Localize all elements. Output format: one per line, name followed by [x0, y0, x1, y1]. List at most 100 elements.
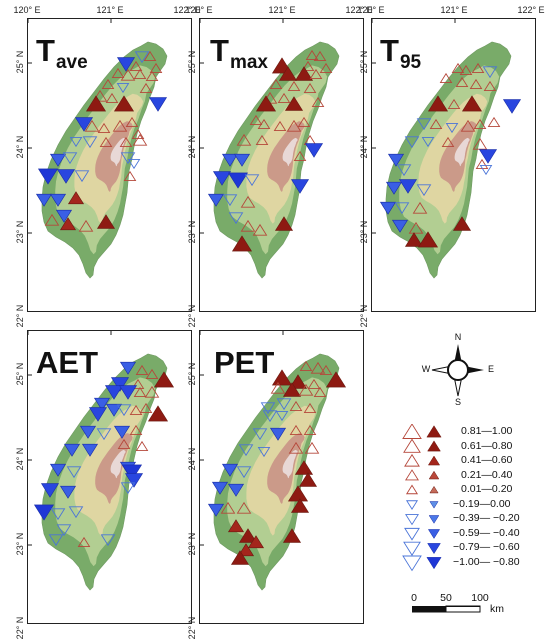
panel-title-t95: T95 — [380, 33, 421, 72]
negative-trend-marker — [416, 118, 432, 131]
positive-trend-marker — [447, 98, 461, 109]
negative-trend-marker — [127, 159, 141, 170]
positive-trend-marker — [133, 68, 147, 79]
lon-label: 121° E — [268, 5, 296, 15]
negative-trend-marker — [37, 168, 59, 185]
legend-marker-hollow — [403, 541, 421, 556]
positive-trend-marker — [105, 92, 119, 103]
positive-trend-marker — [274, 216, 294, 231]
negative-trend-marker — [56, 524, 72, 537]
positive-trend-marker — [237, 543, 255, 557]
positive-trend-marker — [112, 119, 128, 132]
negative-trend-marker — [262, 410, 278, 423]
positive-trend-marker — [282, 528, 302, 543]
negative-trend-marker — [398, 179, 418, 194]
positive-trend-marker — [252, 223, 268, 236]
positive-trend-marker — [286, 119, 302, 132]
positive-trend-marker — [301, 60, 315, 71]
legend-marker-filled — [427, 543, 441, 555]
positive-trend-marker — [303, 424, 317, 435]
positive-trend-marker — [459, 64, 473, 75]
positive-trend-marker — [299, 360, 313, 371]
negative-trend-marker — [478, 149, 498, 164]
negative-trend-marker — [396, 164, 412, 177]
lon-label: 122° E — [345, 5, 373, 15]
positive-trend-marker — [238, 528, 258, 543]
scale-tick-label: 50 — [440, 592, 452, 604]
lat-label: 22° N — [187, 304, 197, 328]
negative-trend-marker — [211, 481, 229, 495]
legend-marker-filled — [426, 425, 442, 438]
legend-marker-filled — [429, 485, 439, 494]
lat-label: 24° N — [359, 135, 369, 159]
legend-label: −0.79— −0.60 — [453, 541, 520, 553]
positive-trend-marker — [289, 400, 303, 411]
positive-trend-marker — [145, 368, 159, 379]
negative-trend-marker — [93, 397, 111, 411]
positive-trend-marker — [298, 472, 318, 487]
negative-trend-marker — [121, 464, 143, 481]
negative-trend-marker — [74, 170, 90, 183]
negative-trend-marker — [479, 165, 493, 176]
lat-label: 22° N — [187, 616, 197, 639]
positive-trend-marker — [99, 136, 113, 147]
positive-trend-marker — [139, 82, 153, 93]
positive-trend-marker — [319, 62, 333, 73]
positive-trend-marker — [305, 49, 319, 60]
legend-marker-filled — [428, 470, 440, 480]
legend-marker-hollow — [405, 484, 419, 495]
legend-marker-filled — [427, 529, 441, 539]
lat-label: 23° N — [15, 220, 25, 244]
map-panel-tave: Tave — [27, 18, 192, 312]
lat-label: 23° N — [187, 220, 197, 244]
lon-label: 122° E — [173, 5, 201, 15]
positive-trend-marker — [472, 137, 488, 150]
positive-trend-marker — [247, 535, 265, 549]
terrain-band-peak — [454, 137, 470, 167]
positive-trend-marker — [310, 361, 326, 374]
negative-trend-marker — [105, 403, 123, 417]
lat-label: 22° N — [359, 304, 369, 328]
legend-marker-filled — [429, 501, 439, 509]
negative-trend-marker — [81, 443, 99, 457]
legend-label: 0.21—0.40 — [461, 468, 513, 481]
positive-trend-marker — [44, 213, 60, 226]
negative-trend-marker — [238, 444, 254, 457]
positive-trend-marker — [304, 441, 320, 454]
negative-trend-marker — [276, 398, 292, 411]
negative-trend-marker — [391, 219, 409, 233]
legend-label: 0.81—1.00 — [461, 425, 513, 437]
positive-trend-marker — [135, 440, 149, 451]
positive-trend-marker — [313, 50, 327, 61]
taiwan-map-tmax — [200, 19, 340, 279]
panel-title-pet: PET — [214, 347, 274, 378]
positive-trend-marker — [294, 460, 314, 475]
positive-trend-marker — [231, 235, 253, 252]
positive-trend-marker — [129, 404, 143, 415]
positive-trend-marker — [473, 118, 487, 129]
positive-trend-marker — [143, 50, 157, 61]
map-panel-t95: T95 — [371, 18, 536, 312]
positive-trend-marker — [145, 70, 159, 81]
negative-trend-marker — [119, 361, 137, 375]
negative-trend-marker — [62, 152, 78, 165]
positive-trend-marker — [303, 82, 317, 93]
negative-trend-marker — [134, 51, 150, 64]
positive-trend-marker — [255, 134, 269, 145]
positive-trend-marker — [471, 62, 485, 73]
positive-trend-marker — [429, 118, 443, 129]
lon-label: 122° E — [517, 5, 545, 15]
panel-title-tmax: Tmax — [210, 35, 268, 72]
positive-trend-marker — [441, 136, 455, 147]
negative-trend-marker — [55, 209, 73, 223]
panel-title-base: T — [380, 33, 399, 68]
positive-trend-marker — [92, 89, 108, 102]
negative-trend-marker — [227, 483, 245, 497]
negative-trend-marker — [416, 184, 432, 197]
lat-label: 25° N — [359, 50, 369, 74]
positive-trend-marker — [288, 441, 304, 454]
map-panel-aet: AET — [27, 330, 192, 624]
legend-label: 0.01—0.20 — [461, 483, 513, 495]
positive-trend-marker — [131, 378, 145, 389]
positive-trend-marker — [288, 374, 308, 389]
